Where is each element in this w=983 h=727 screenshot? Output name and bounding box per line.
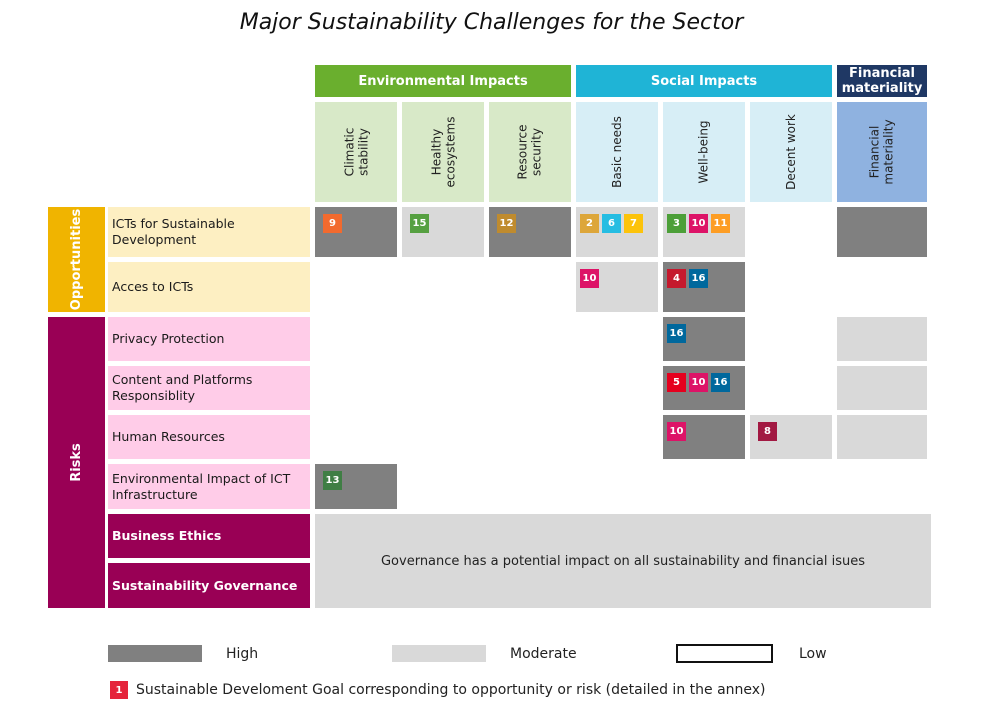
sdg-badge: 4: [667, 269, 686, 288]
cell-access-basic: 10: [576, 262, 658, 312]
sdg-badge: 10: [667, 422, 686, 441]
cell-icts-climatic: 9: [315, 207, 397, 257]
legend-swatch-moderate: [392, 645, 486, 662]
row-label-access: Acces to ICTs: [108, 262, 310, 312]
sdg-badge: 16: [711, 373, 730, 392]
cell-icts-basic: 2 6 7: [576, 207, 658, 257]
sdg-badge: 12: [497, 214, 516, 233]
sdg-badge: 13: [323, 471, 342, 490]
sdg-badge: 11: [711, 214, 730, 233]
column-header-resource: Resource security: [489, 102, 571, 202]
row-label-human-resources: Human Resources: [108, 415, 310, 459]
column-header-financial: Financial materiality: [837, 102, 927, 202]
sdg-badge: 2: [580, 214, 599, 233]
sdg-badge: 7: [624, 214, 643, 233]
row-label-env-ict: Environmental Impact of ICT Infrastructu…: [108, 464, 310, 509]
sdg-badge: 10: [580, 269, 599, 288]
side-label-text: Risks: [69, 443, 84, 482]
cell-access-wellbeing: 4 16: [663, 262, 745, 312]
row-label-content: Content and Platforms Responsiblity: [108, 366, 310, 410]
sdg-badge: 3: [667, 214, 686, 233]
column-header-ecosystems: Healthy ecosystems: [402, 102, 484, 202]
cell-privacy-wellbeing: 16: [663, 317, 745, 361]
sdg-badge: 10: [689, 373, 708, 392]
row-label-governance: Sustainability Governance: [108, 563, 310, 608]
column-label: Well-being: [696, 120, 711, 184]
cell-icts-wellbeing: 3 10 11: [663, 207, 745, 257]
legend-sdg-badge: 1: [110, 681, 128, 699]
legend-swatch-low: [676, 644, 773, 663]
legend-label-low: Low: [799, 646, 827, 662]
legend-label-high: High: [226, 646, 259, 662]
side-label-text: Opportunities: [69, 208, 85, 311]
cell-privacy-financial: [837, 317, 927, 361]
legend-label-moderate: Moderate: [510, 646, 577, 662]
sdg-badge: 9: [323, 214, 342, 233]
sdg-badge: 16: [667, 324, 686, 343]
cell-content-wellbeing: 5 10 16: [663, 366, 745, 410]
column-label: Financial materiality: [867, 119, 896, 185]
column-header-basic-needs: Basic needs: [576, 102, 658, 202]
column-label: Climatic stability: [341, 127, 370, 177]
diagram-title: Major Sustainability Challenges for the …: [239, 10, 744, 35]
legend-swatch-high: [108, 645, 202, 662]
sdg-badge: 15: [410, 214, 429, 233]
column-header-well-being: Well-being: [663, 102, 745, 202]
column-header-decent-work: Decent work: [750, 102, 832, 202]
legend-sdg-text: Sustainable Develoment Goal correspondin…: [136, 682, 766, 698]
column-header-climatic: Climatic stability: [315, 102, 397, 202]
column-label: Healthy ecosystems: [429, 116, 457, 188]
side-label-risks: Risks: [48, 317, 105, 608]
group-header-social: Social Impacts: [576, 65, 832, 97]
sdg-badge: 6: [602, 214, 621, 233]
cell-icts-financial: [837, 207, 927, 257]
governance-note: Governance has a potential impact on all…: [315, 514, 931, 608]
side-label-opportunities: Opportunities: [48, 207, 105, 312]
row-label-icts: ICTs for Sustainable Development: [108, 207, 310, 257]
cell-hr-decent: 8: [750, 415, 832, 459]
cell-icts-ecosystems: 15: [402, 207, 484, 257]
column-label: Resource security: [516, 124, 544, 180]
row-label-privacy: Privacy Protection: [108, 317, 310, 361]
group-header-financial: Financial materiality: [837, 65, 927, 97]
column-label: Basic needs: [609, 116, 624, 188]
cell-icts-resource: 12: [489, 207, 571, 257]
cell-envict-climatic: 13: [315, 464, 397, 509]
column-label: Decent work: [784, 114, 798, 190]
sdg-badge: 8: [758, 422, 777, 441]
sdg-badge: 5: [667, 373, 686, 392]
cell-hr-wellbeing: 10: [663, 415, 745, 459]
cell-content-financial: [837, 366, 927, 410]
cell-hr-financial: [837, 415, 927, 459]
sdg-badge: 10: [689, 214, 708, 233]
sdg-badge: 16: [689, 269, 708, 288]
row-label-business-ethics: Business Ethics: [108, 514, 310, 558]
group-header-environmental: Environmental Impacts: [315, 65, 571, 97]
